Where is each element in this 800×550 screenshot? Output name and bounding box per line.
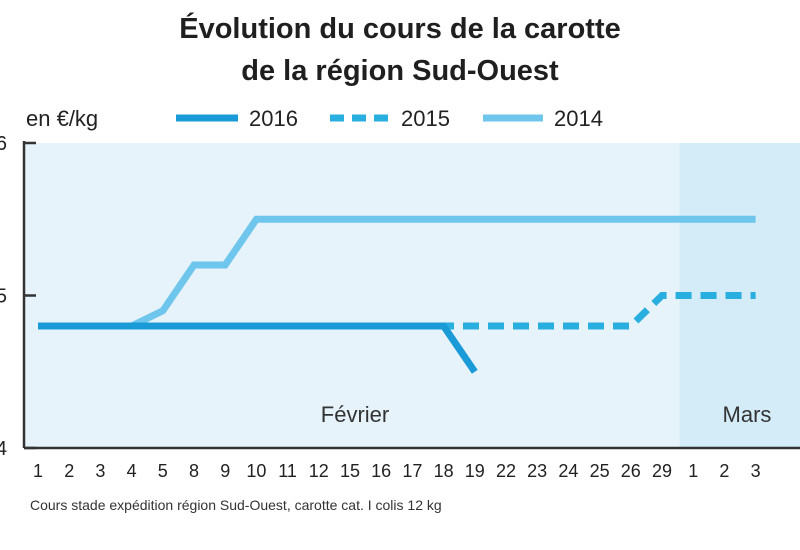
x-tick-label: 1: [688, 461, 698, 481]
legend: 2016 2015 2014: [176, 106, 603, 131]
x-tick-label: 3: [751, 461, 761, 481]
x-tick-label: 15: [340, 461, 360, 481]
x-tick-label: 4: [127, 461, 137, 481]
x-tick-label: 3: [95, 461, 105, 481]
x-tick-label: 16: [371, 461, 391, 481]
y-tick-label: 6: [0, 133, 7, 155]
x-tick-label: 24: [558, 461, 578, 481]
x-tick-label: 5: [158, 461, 168, 481]
x-tick-label: 12: [309, 461, 329, 481]
x-tick-label: 2: [719, 461, 729, 481]
month-label: Février: [321, 402, 389, 427]
x-tick-label: 23: [527, 461, 547, 481]
legend-label: 2014: [554, 106, 603, 131]
x-tick-label: 29: [652, 461, 672, 481]
x-tick-label: 9: [220, 461, 230, 481]
x-tick-label: 19: [465, 461, 485, 481]
month-labels: Février Mars: [321, 402, 772, 427]
x-axis-tick-labels: 1 2 3 4 5 8 9 10 11 12 15 16 17 18 19 22 23 24 25 26 29 1 2 3: [33, 461, 761, 481]
x-tick-label: 26: [621, 461, 641, 481]
plot-background: [24, 143, 800, 448]
x-tick-label: 8: [189, 461, 199, 481]
month-label: Mars: [723, 402, 772, 427]
legend-label: 2015: [401, 106, 450, 131]
legend-item-2014: 2014: [483, 106, 603, 131]
x-tick-label: 11: [278, 461, 297, 481]
legend-item-2015: 2015: [330, 106, 450, 131]
axes: 6 5 4: [0, 133, 800, 460]
x-tick-label: 10: [246, 461, 266, 481]
x-tick-label: 1: [33, 461, 43, 481]
series-line-2016: [38, 322, 478, 374]
y-tick-label: 4: [0, 438, 7, 460]
x-tick-label: 22: [496, 461, 516, 481]
y-axis-unit-label: en €/kg: [26, 106, 98, 131]
series-line-2014: [38, 215, 756, 330]
x-tick-label: 2: [64, 461, 74, 481]
source-note: Cours stade expédition région Sud-Ouest,…: [30, 497, 442, 513]
chart-subtitle: de la région Sud-Ouest: [241, 55, 559, 87]
x-tick-label: 17: [402, 461, 422, 481]
x-tick-label: 25: [590, 461, 610, 481]
legend-item-2016: 2016: [176, 106, 298, 131]
x-tick-label: 18: [434, 461, 454, 481]
y-tick-label: 5: [0, 286, 7, 308]
legend-label: 2016: [249, 106, 298, 131]
chart-title: Évolution du cours de la carotte: [179, 11, 621, 45]
series-layer: [38, 215, 756, 374]
